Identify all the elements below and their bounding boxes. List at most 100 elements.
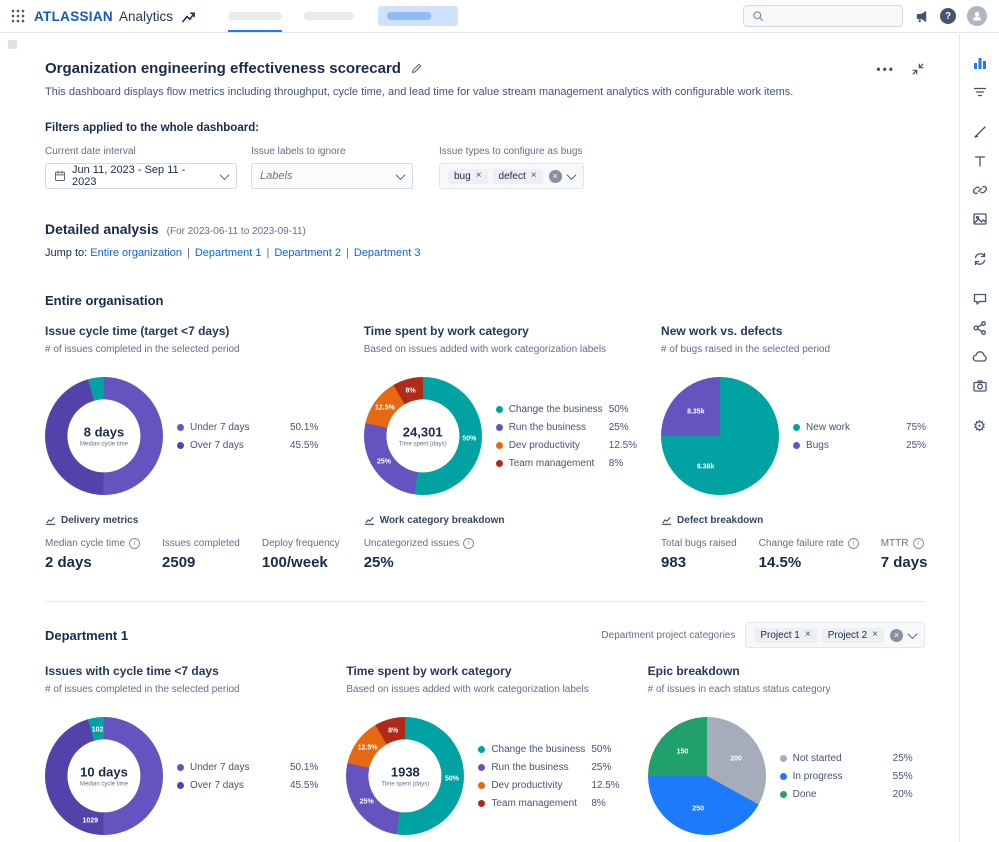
sync-icon[interactable] bbox=[967, 246, 993, 272]
comment-icon[interactable] bbox=[967, 286, 993, 312]
metric-value: 983 bbox=[661, 554, 687, 571]
filter-tag[interactable]: defect × bbox=[492, 168, 543, 184]
legend-label: In progress bbox=[792, 770, 843, 782]
analysis-date-range: (For 2023-06-11 to 2023-09-11) bbox=[166, 226, 306, 237]
legend-label: Dev productivity bbox=[508, 439, 580, 451]
filter-tag[interactable]: Project 1 × bbox=[754, 627, 817, 643]
search-box[interactable] bbox=[743, 5, 903, 27]
delivery-metrics-link[interactable]: Delivery metrics bbox=[45, 515, 340, 526]
search-icon bbox=[752, 10, 764, 22]
metric: Uncategorized issues i 25% bbox=[364, 538, 475, 571]
legend-item: Team management 8% bbox=[478, 798, 619, 809]
donut-chart-dept-time-spent[interactable]: 50% 25% 12.5% 8% 1938 Time spent (days) bbox=[346, 717, 465, 835]
page-description: This dashboard displays flow metrics inc… bbox=[45, 86, 794, 98]
chevron-down-icon[interactable] bbox=[566, 169, 577, 180]
remove-tag-icon[interactable]: × bbox=[530, 170, 537, 181]
share-icon[interactable] bbox=[967, 315, 993, 341]
slice-label: 200 bbox=[730, 755, 742, 763]
settings-icon[interactable]: ⚙ bbox=[972, 417, 987, 435]
avatar[interactable] bbox=[967, 6, 987, 26]
snapshot-icon[interactable] bbox=[967, 373, 993, 399]
nav-placeholder-1[interactable] bbox=[227, 12, 282, 20]
info-icon[interactable]: i bbox=[912, 538, 924, 549]
text-icon[interactable] bbox=[967, 148, 993, 174]
legend-value: 25% bbox=[608, 421, 629, 433]
chart-title: Issues with cycle time <7 days bbox=[45, 664, 219, 678]
nav-placeholder-2[interactable] bbox=[303, 12, 354, 20]
clear-selection-icon[interactable]: × bbox=[548, 169, 562, 183]
jump-link-entire-organization[interactable]: Entire organization bbox=[90, 247, 182, 259]
remove-tag-icon[interactable]: × bbox=[872, 629, 878, 640]
chevron-down-icon[interactable] bbox=[219, 169, 230, 180]
filter-tag[interactable]: bug × bbox=[448, 168, 488, 184]
defect-breakdown-link[interactable]: Defect breakdown bbox=[661, 515, 933, 526]
filter-tag[interactable]: Project 2 × bbox=[821, 627, 884, 643]
pie-chart-new-work-vs-defects[interactable]: 8.38k 8.35k bbox=[661, 377, 780, 495]
info-icon[interactable]: i bbox=[463, 538, 475, 549]
chevron-down-icon[interactable] bbox=[907, 628, 918, 639]
metric: Median cycle time i 2 days bbox=[45, 538, 141, 571]
chart-legend: Under 7 days 50.1% Over 7 days 45.5% bbox=[177, 762, 318, 791]
jump-link-department-1[interactable]: Department 1 bbox=[194, 247, 262, 259]
donut-chart-dept-cycle-time[interactable]: 1029 102 10 days Median cycle time bbox=[45, 717, 163, 835]
product-name[interactable]: Analytics bbox=[118, 8, 173, 24]
app-switcher-icon[interactable] bbox=[10, 8, 26, 24]
filter-icon[interactable] bbox=[967, 79, 993, 105]
legend-item: Run the business 25% bbox=[478, 762, 619, 773]
work-category-breakdown-link[interactable]: Work category breakdown bbox=[364, 515, 637, 526]
more-options-button[interactable]: ••• bbox=[876, 61, 895, 76]
draw-icon[interactable] bbox=[967, 119, 993, 145]
donut-chart-issue-cycle-time[interactable]: 8 days Median cycle time bbox=[45, 377, 163, 495]
legend-label: Team management bbox=[491, 797, 577, 809]
clear-selection-icon[interactable]: × bbox=[890, 628, 903, 642]
legend-value: 45.5% bbox=[290, 779, 319, 791]
date-interval-value: Jun 11, 2023 - Sep 11 - 2023 bbox=[72, 164, 186, 188]
metric: Issues completed 2509 bbox=[162, 538, 240, 571]
jump-link-department-2[interactable]: Department 2 bbox=[274, 247, 342, 259]
donut-center-label: Median cycle time bbox=[79, 781, 129, 788]
donut-center-value: 1938 bbox=[390, 764, 420, 780]
donut-chart-time-spent[interactable]: 50% 25% 12.5% 8% 24,301 Time spent (days) bbox=[363, 377, 482, 495]
bug-types-select[interactable]: bug × defect × × bbox=[439, 163, 584, 189]
help-icon[interactable]: ? bbox=[940, 8, 956, 24]
edit-title-icon[interactable] bbox=[410, 62, 423, 75]
pie-chart-epic-breakdown[interactable]: 200 250 150 bbox=[647, 717, 766, 835]
slice-label: 50% bbox=[462, 435, 477, 443]
legend-swatch bbox=[478, 763, 486, 771]
filter-date-interval: Current date interval Jun 11, 2023 - Sep… bbox=[45, 146, 237, 189]
analytics-chart-icon bbox=[181, 9, 196, 24]
info-icon[interactable]: i bbox=[847, 538, 859, 549]
slice-label: 50% bbox=[445, 775, 460, 783]
announcement-icon[interactable] bbox=[914, 9, 929, 24]
legend-label: Under 7 days bbox=[190, 761, 250, 773]
slice-label: 250 bbox=[692, 805, 704, 813]
donut-center: 1938 Time spent (days) bbox=[368, 739, 442, 813]
link-label: Work category breakdown bbox=[379, 515, 505, 526]
add-chart-icon[interactable] bbox=[967, 50, 993, 76]
metric-label: Deploy frequency bbox=[261, 538, 340, 549]
search-input[interactable] bbox=[770, 10, 894, 22]
panel-toggle-dot[interactable] bbox=[8, 40, 17, 49]
issue-labels-input[interactable] bbox=[260, 170, 391, 182]
remove-tag-icon[interactable]: × bbox=[475, 170, 482, 181]
slice-label: 1029 bbox=[82, 817, 99, 825]
date-interval-select[interactable]: Jun 11, 2023 - Sep 11 - 2023 bbox=[45, 163, 237, 189]
cloud-icon[interactable] bbox=[967, 344, 993, 370]
chevron-down-icon[interactable] bbox=[395, 169, 406, 180]
issue-labels-select[interactable] bbox=[251, 163, 413, 189]
mini-chart-icon bbox=[364, 515, 375, 526]
atlassian-logo[interactable]: ATLASSIAN bbox=[34, 8, 113, 24]
legend-item: Change the business 50% bbox=[495, 404, 637, 415]
remove-tag-icon[interactable]: × bbox=[804, 629, 811, 640]
jump-link-department-3[interactable]: Department 3 bbox=[353, 247, 421, 259]
chart-subtitle: Based on issues added with work categori… bbox=[346, 684, 589, 695]
legend-value: 20% bbox=[892, 788, 913, 800]
image-icon[interactable] bbox=[967, 206, 993, 232]
metric-label: Uncategorized issues i bbox=[364, 538, 475, 549]
legend-item: Dev productivity 12.5% bbox=[478, 780, 620, 791]
info-icon[interactable]: i bbox=[129, 538, 141, 549]
nav-placeholder-active[interactable] bbox=[377, 6, 458, 26]
collapse-expand-icon[interactable] bbox=[911, 62, 925, 76]
project-categories-select[interactable]: Project 1 × Project 2 × × bbox=[745, 622, 925, 648]
link-icon[interactable] bbox=[967, 177, 993, 203]
